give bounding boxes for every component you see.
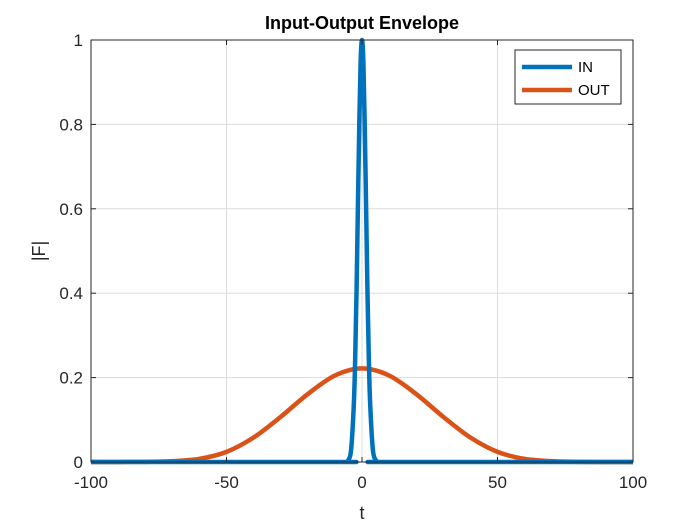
y-tick-label: 0: [74, 453, 83, 472]
legend-label-in: IN: [578, 59, 593, 76]
y-tick-label: 0.8: [59, 115, 83, 134]
y-tick-label: 0.2: [59, 369, 83, 388]
chart-title: Input-Output Envelope: [265, 13, 459, 33]
legend-label-out: OUT: [578, 82, 610, 99]
y-tick-label: 0.6: [59, 200, 83, 219]
legend-box: [514, 49, 622, 105]
x-axis-label: t: [359, 503, 364, 523]
x-tick-label: 50: [488, 473, 507, 492]
y-tick-label: 0.4: [59, 284, 83, 303]
series-line-out: [90, 366, 634, 465]
x-tick-label: -100: [74, 473, 108, 492]
x-tick-label: 100: [619, 473, 647, 492]
legend: IN OUT: [514, 49, 622, 105]
x-tick-label: -50: [214, 473, 239, 492]
y-tick-label: 1: [74, 31, 83, 50]
y-axis-label: |F|: [29, 241, 49, 261]
ticks: -100 -50 0 50 100 0 0.2 0.4 0.6 0.8 1: [59, 31, 647, 492]
x-tick-label: 0: [357, 473, 366, 492]
